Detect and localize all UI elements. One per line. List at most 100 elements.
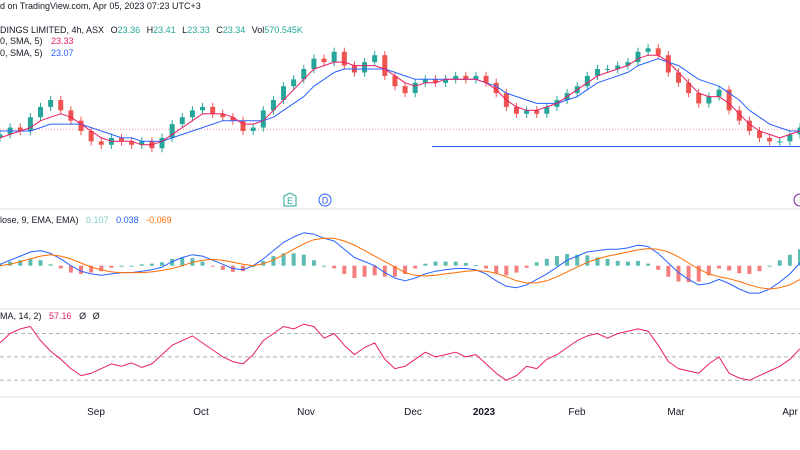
open-value: 23.36 (118, 25, 141, 35)
candle-body (453, 75, 459, 80)
candle-body (746, 120, 752, 131)
sma-slow-value: 23.07 (51, 48, 74, 58)
candle-body (27, 117, 33, 131)
macd-histogram-bar (48, 264, 53, 266)
candle-body (625, 62, 631, 66)
macd-line (0, 232, 800, 294)
macd-histogram-bar (79, 265, 84, 274)
candle-body (119, 137, 125, 142)
candle-body (534, 110, 540, 114)
macd-histogram-bar (423, 263, 428, 266)
macd-histogram-bar (149, 263, 154, 266)
candle-body (483, 75, 489, 83)
macd-histogram-bar (767, 265, 772, 267)
macd-histogram-bar (605, 258, 610, 266)
macd-histogram-bar (656, 265, 661, 270)
candle-body (402, 86, 408, 94)
low-value: 23.33 (187, 25, 210, 35)
candle-body (686, 82, 692, 94)
macd-histogram-bar (129, 265, 134, 267)
candle-body (331, 51, 337, 63)
candle-body (88, 131, 94, 142)
macd-histogram-bar (170, 258, 175, 266)
macd-histogram-bar (716, 265, 721, 269)
candle-body (301, 69, 307, 80)
macd-histogram-bar (595, 257, 600, 266)
macd-histogram-bar (615, 260, 620, 266)
rsi-legend: MA, 14, 2) 57.16 Ø Ø (0, 311, 100, 321)
earnings-marker[interactable]: E (283, 192, 297, 207)
macd-histogram-bar (484, 265, 489, 269)
macd-histogram-bar (625, 261, 630, 266)
candle-body (412, 82, 418, 94)
candle-body (220, 113, 226, 118)
candle-body (98, 141, 104, 145)
price-pane (0, 44, 800, 153)
macd-signal-line (0, 237, 800, 290)
macd-histogram-bar (666, 265, 671, 277)
candle-body (48, 100, 54, 107)
macd-histogram-bar (220, 265, 225, 270)
macd-histogram-bar (757, 265, 762, 272)
x-tick-label: 2023 (473, 407, 496, 418)
macd-histogram-bar (798, 249, 800, 266)
candle-body (0, 134, 3, 138)
macd-histogram-bar (575, 254, 580, 266)
macd-histogram-bar (585, 255, 590, 266)
event-marker-edge[interactable] (793, 193, 800, 207)
candle-body (179, 117, 185, 125)
rsi-value: 57.16 (49, 311, 72, 321)
candle-body (777, 141, 783, 143)
macd-histogram-bar (271, 256, 276, 266)
candle-body (675, 72, 681, 83)
earnings-marker-label: E (287, 196, 293, 206)
rsi-line (0, 323, 800, 381)
candle-body (159, 137, 165, 149)
candle-body (311, 58, 317, 69)
candle-body (767, 137, 773, 142)
candle-body (189, 110, 195, 118)
x-axis: Sep Oct Nov Dec 2023 Feb Mar Apr (87, 407, 798, 418)
candle-body (200, 106, 206, 111)
candle-body (68, 110, 74, 121)
macd-histogram-bar (494, 265, 499, 274)
macd-histogram-bar (524, 265, 529, 268)
macd-histogram-bar (301, 254, 306, 266)
macd-histogram-bar (686, 265, 691, 283)
macd-histogram-bar (139, 264, 144, 266)
sma-fast-value: 23.33 (51, 36, 74, 46)
macd-histogram-bar (322, 265, 327, 267)
candle-body (38, 106, 44, 118)
candle-body (645, 48, 651, 52)
macd-histogram-bar (0, 264, 2, 266)
macd-histogram-bar (534, 262, 539, 266)
macd-histogram-bar (89, 265, 94, 273)
candle-body (615, 65, 621, 69)
macd-histogram-bar (352, 265, 357, 279)
macd-histogram-bar (210, 265, 215, 267)
macd-histogram-bar (281, 253, 286, 266)
candle-body (169, 124, 175, 138)
sma-slow-legend: 0, SMA, 5) 23.07 (0, 48, 74, 58)
candle-body (210, 106, 216, 114)
macd-histogram-bar (18, 260, 23, 266)
rsi-pane (0, 323, 800, 381)
dividend-marker[interactable]: D (318, 193, 332, 207)
x-tick-label: Mar (667, 407, 685, 418)
symbol-label: DINGS LIMITED, 4h, ASX (0, 25, 104, 35)
candle-body (129, 141, 135, 145)
macd-signal-value: -0.069 (146, 215, 172, 225)
candle-body (291, 79, 297, 87)
header-published-line: d on TradingView.com, Apr 05, 2023 07:23… (0, 1, 201, 11)
macd-histogram-bar (514, 265, 519, 273)
candle-body (716, 89, 722, 97)
macd-legend: lose, 9, EMA, EMA) 0.107 0.038 -0.069 (0, 215, 172, 225)
candle-body (513, 106, 519, 114)
candle-body (372, 55, 378, 63)
candle-body (524, 110, 530, 114)
macd-line-value: 0.038 (116, 215, 139, 225)
candle-body (260, 110, 266, 128)
macd-histogram-bar (109, 265, 114, 268)
candle-body (655, 48, 661, 56)
macd-histogram-bar (38, 260, 43, 266)
